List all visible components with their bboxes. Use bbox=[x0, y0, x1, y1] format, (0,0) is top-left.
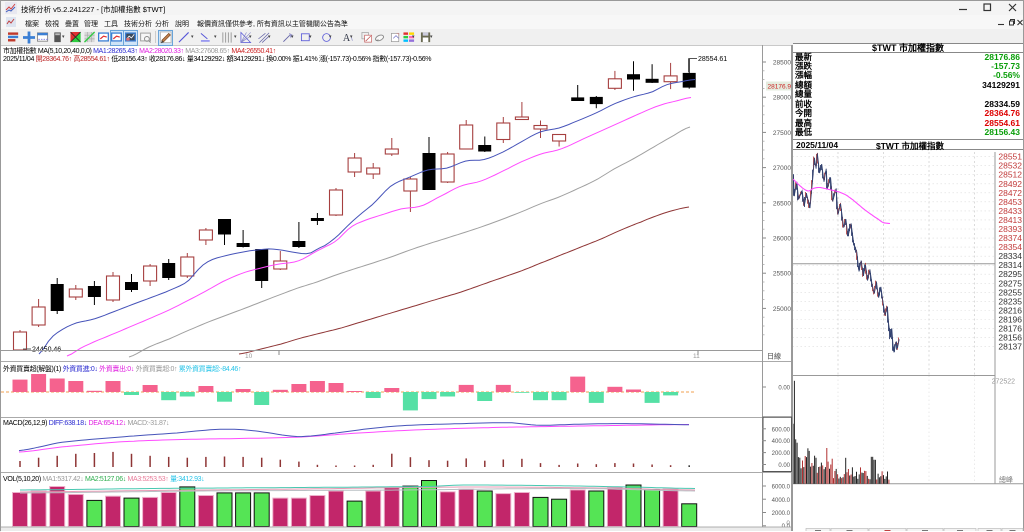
svg-text:0: 0 bbox=[786, 520, 790, 527]
svg-text:28314: 28314 bbox=[998, 260, 1022, 270]
svg-text:28551: 28551 bbox=[998, 152, 1022, 162]
svg-text:200.00: 200.00 bbox=[772, 451, 791, 457]
svg-text:28374: 28374 bbox=[998, 233, 1022, 243]
svg-text:400.00: 400.00 bbox=[772, 439, 791, 445]
svg-text:28413: 28413 bbox=[998, 215, 1022, 225]
svg-text:28216: 28216 bbox=[998, 306, 1022, 316]
svg-text:26500: 26500 bbox=[773, 200, 791, 207]
svg-text:28354: 28354 bbox=[998, 242, 1022, 252]
svg-text:600.00: 600.00 bbox=[772, 427, 791, 433]
svg-text:28334: 28334 bbox=[998, 251, 1022, 261]
svg-text:28433: 28433 bbox=[998, 206, 1022, 216]
svg-text:4000.0: 4000.0 bbox=[772, 498, 791, 504]
svg-text:28275: 28275 bbox=[998, 278, 1022, 288]
svg-text:28176: 28176 bbox=[998, 324, 1022, 334]
svg-text:28512: 28512 bbox=[998, 170, 1022, 180]
svg-text:25000: 25000 bbox=[773, 306, 791, 313]
svg-text:10: 10 bbox=[245, 353, 253, 360]
svg-text:28196: 28196 bbox=[998, 315, 1022, 325]
svg-text:28255: 28255 bbox=[998, 287, 1022, 297]
svg-text:28393: 28393 bbox=[998, 224, 1022, 234]
svg-text:6000.0: 6000.0 bbox=[772, 485, 791, 491]
svg-text:28532: 28532 bbox=[998, 161, 1022, 171]
svg-text:28000: 28000 bbox=[773, 95, 791, 102]
svg-text:272522: 272522 bbox=[992, 379, 1015, 386]
svg-text:28176.9: 28176.9 bbox=[768, 84, 792, 91]
svg-text:28492: 28492 bbox=[998, 179, 1022, 189]
svg-text:2000.0: 2000.0 bbox=[772, 511, 791, 517]
svg-text:A: A bbox=[342, 33, 350, 44]
svg-text:0.00: 0.00 bbox=[778, 463, 790, 469]
svg-text:11: 11 bbox=[693, 353, 700, 360]
svg-text:0.00: 0.00 bbox=[778, 386, 790, 392]
svg-text:28295: 28295 bbox=[998, 269, 1022, 279]
svg-text:27000: 27000 bbox=[773, 165, 791, 172]
svg-text:27500: 27500 bbox=[773, 130, 791, 137]
svg-text:25500: 25500 bbox=[773, 271, 791, 278]
svg-text:28235: 28235 bbox=[998, 296, 1022, 306]
svg-text:28472: 28472 bbox=[998, 188, 1022, 198]
svg-text:28500: 28500 bbox=[773, 60, 791, 67]
svg-text:28156: 28156 bbox=[998, 333, 1022, 343]
svg-text:26000: 26000 bbox=[773, 236, 791, 243]
svg-text:總峰: 總峰 bbox=[999, 475, 1013, 484]
svg-text:28137: 28137 bbox=[998, 342, 1022, 352]
svg-text:日線: 日線 bbox=[767, 352, 781, 361]
svg-text:28554.61: 28554.61 bbox=[698, 56, 727, 63]
svg-text:28453: 28453 bbox=[998, 197, 1022, 207]
